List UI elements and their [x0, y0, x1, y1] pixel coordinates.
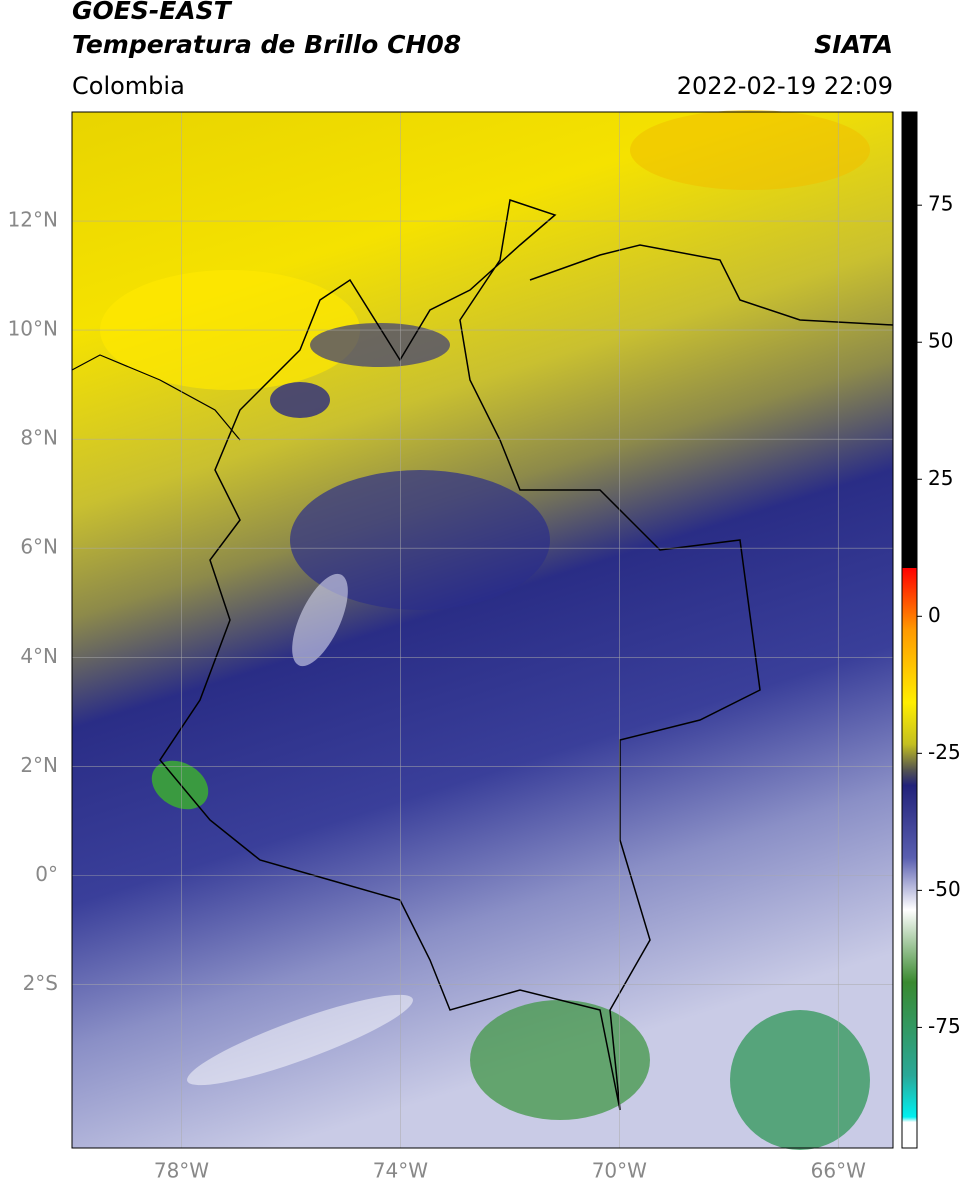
colorbar-tick-label: 0 [928, 603, 941, 627]
lat-tick-label: 2°N [20, 753, 58, 777]
lon-tick-label: 78°W [154, 1159, 209, 1183]
region: Colombia [72, 72, 185, 100]
lat-tick-label: 4°N [20, 644, 58, 668]
map-image [71, 110, 894, 1150]
colorbar-tick-label: 50 [928, 329, 953, 353]
colorbar-tick-label: -75 [928, 1014, 961, 1038]
colorbar [901, 111, 918, 1149]
lon-tick-label: 70°W [592, 1159, 647, 1183]
lat-tick-label: 0° [35, 862, 58, 886]
lat-tick-label: 10°N [8, 317, 58, 341]
lat-tick-label: 2°S [23, 971, 58, 995]
colorbar-tick-label: -50 [928, 877, 961, 901]
lon-tick-label: 74°W [373, 1159, 428, 1183]
map-frame [71, 111, 894, 1149]
lon-tick-label: 66°W [811, 1159, 866, 1183]
colorbar-tick-label: -25 [928, 740, 961, 764]
lat-tick-label: 12°N [8, 208, 58, 232]
lat-tick-label: 8°N [20, 426, 58, 450]
source: SIATA [814, 30, 893, 59]
colorbar-tick-label: 25 [928, 466, 953, 490]
satellite: GOES-EAST [72, 0, 233, 25]
lat-tick-label: 6°N [20, 535, 58, 559]
timestamp: 2022-02-19 22:09 [677, 72, 893, 100]
product: Temperatura de Brillo CH08 [72, 30, 461, 59]
colorbar-tick-label: 75 [928, 192, 953, 216]
